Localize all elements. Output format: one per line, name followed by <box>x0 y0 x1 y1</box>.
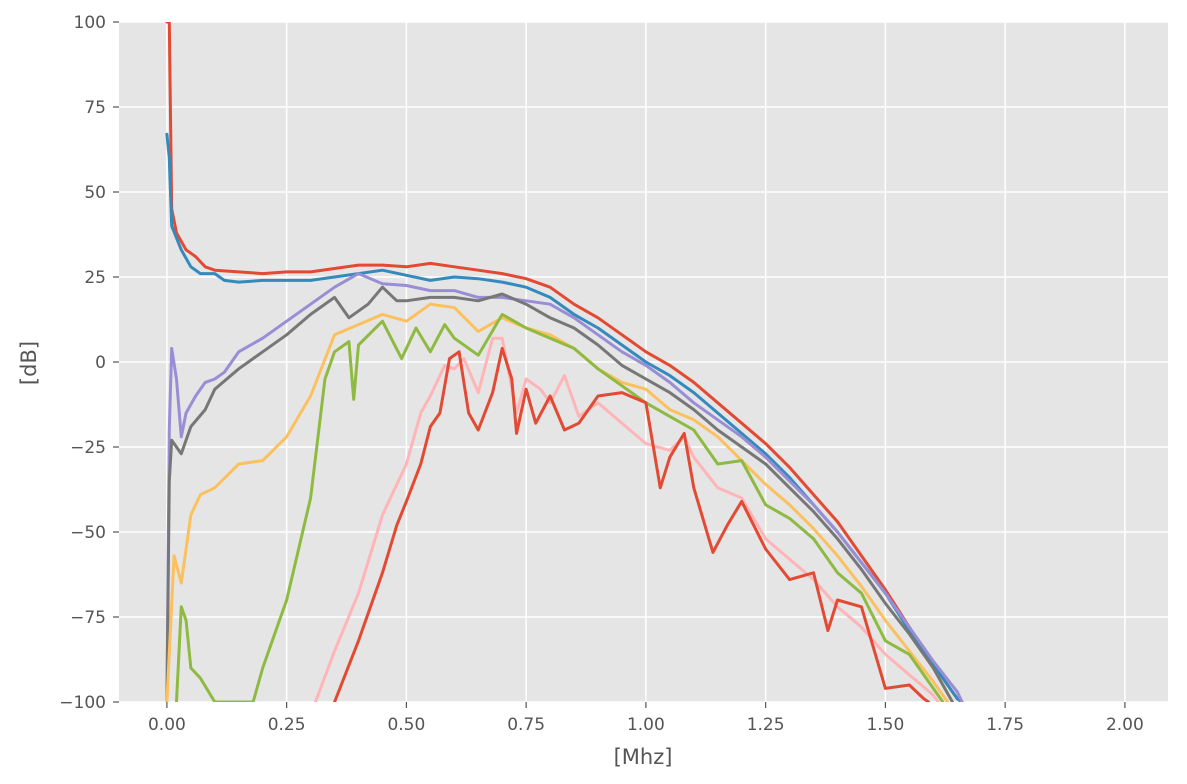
y-tick-label: −100 <box>59 693 106 713</box>
x-tick-label: 2.00 <box>1106 715 1144 735</box>
x-axis-label: [Mhz] <box>614 745 673 769</box>
series-line-1 <box>165 22 964 702</box>
y-tick-label: −25 <box>70 438 106 458</box>
series-line-6 <box>174 312 945 702</box>
series-line-4 <box>165 285 954 702</box>
x-tick-label: 1.50 <box>866 715 904 735</box>
series-layer <box>165 22 964 702</box>
y-tick-label: 50 <box>84 183 106 203</box>
x-tick-label: 1.00 <box>627 715 665 735</box>
x-tick-label: 1.25 <box>747 715 785 735</box>
x-tick-label: 0.75 <box>507 715 545 735</box>
x-tick-label: 0.25 <box>268 715 306 735</box>
series-line-8 <box>333 346 930 702</box>
x-tick-label: 1.75 <box>986 715 1024 735</box>
x-tick-label: 0.00 <box>148 715 186 735</box>
y-tick-label: 75 <box>84 98 106 118</box>
y-axis-label: [dB] <box>17 341 41 385</box>
y-tick-label: −50 <box>70 523 106 543</box>
y-tick-label: 25 <box>84 268 106 288</box>
ticks: 0.00 0.25 0.50 0.75 1.00 1.25 1.50 1.75 2.00 −100… <box>59 13 1144 735</box>
y-tick-label: 0 <box>95 353 106 373</box>
y-tick-label: −75 <box>70 608 106 628</box>
x-tick-label: 0.50 <box>387 715 425 735</box>
y-tick-label: 100 <box>74 13 106 33</box>
